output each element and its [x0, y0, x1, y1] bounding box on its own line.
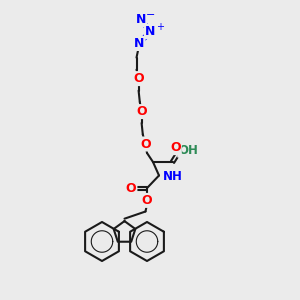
Text: O: O [126, 182, 136, 195]
Text: N: N [145, 25, 155, 38]
Text: NH: NH [163, 170, 182, 183]
Text: N: N [134, 37, 145, 50]
Text: OH: OH [178, 144, 198, 157]
Text: N: N [136, 13, 146, 26]
Text: O: O [136, 105, 147, 118]
Text: O: O [133, 72, 144, 85]
Text: O: O [140, 137, 151, 151]
Text: O: O [142, 194, 152, 207]
Text: −: − [146, 10, 155, 20]
Text: +: + [156, 22, 164, 32]
Text: O: O [170, 141, 181, 154]
